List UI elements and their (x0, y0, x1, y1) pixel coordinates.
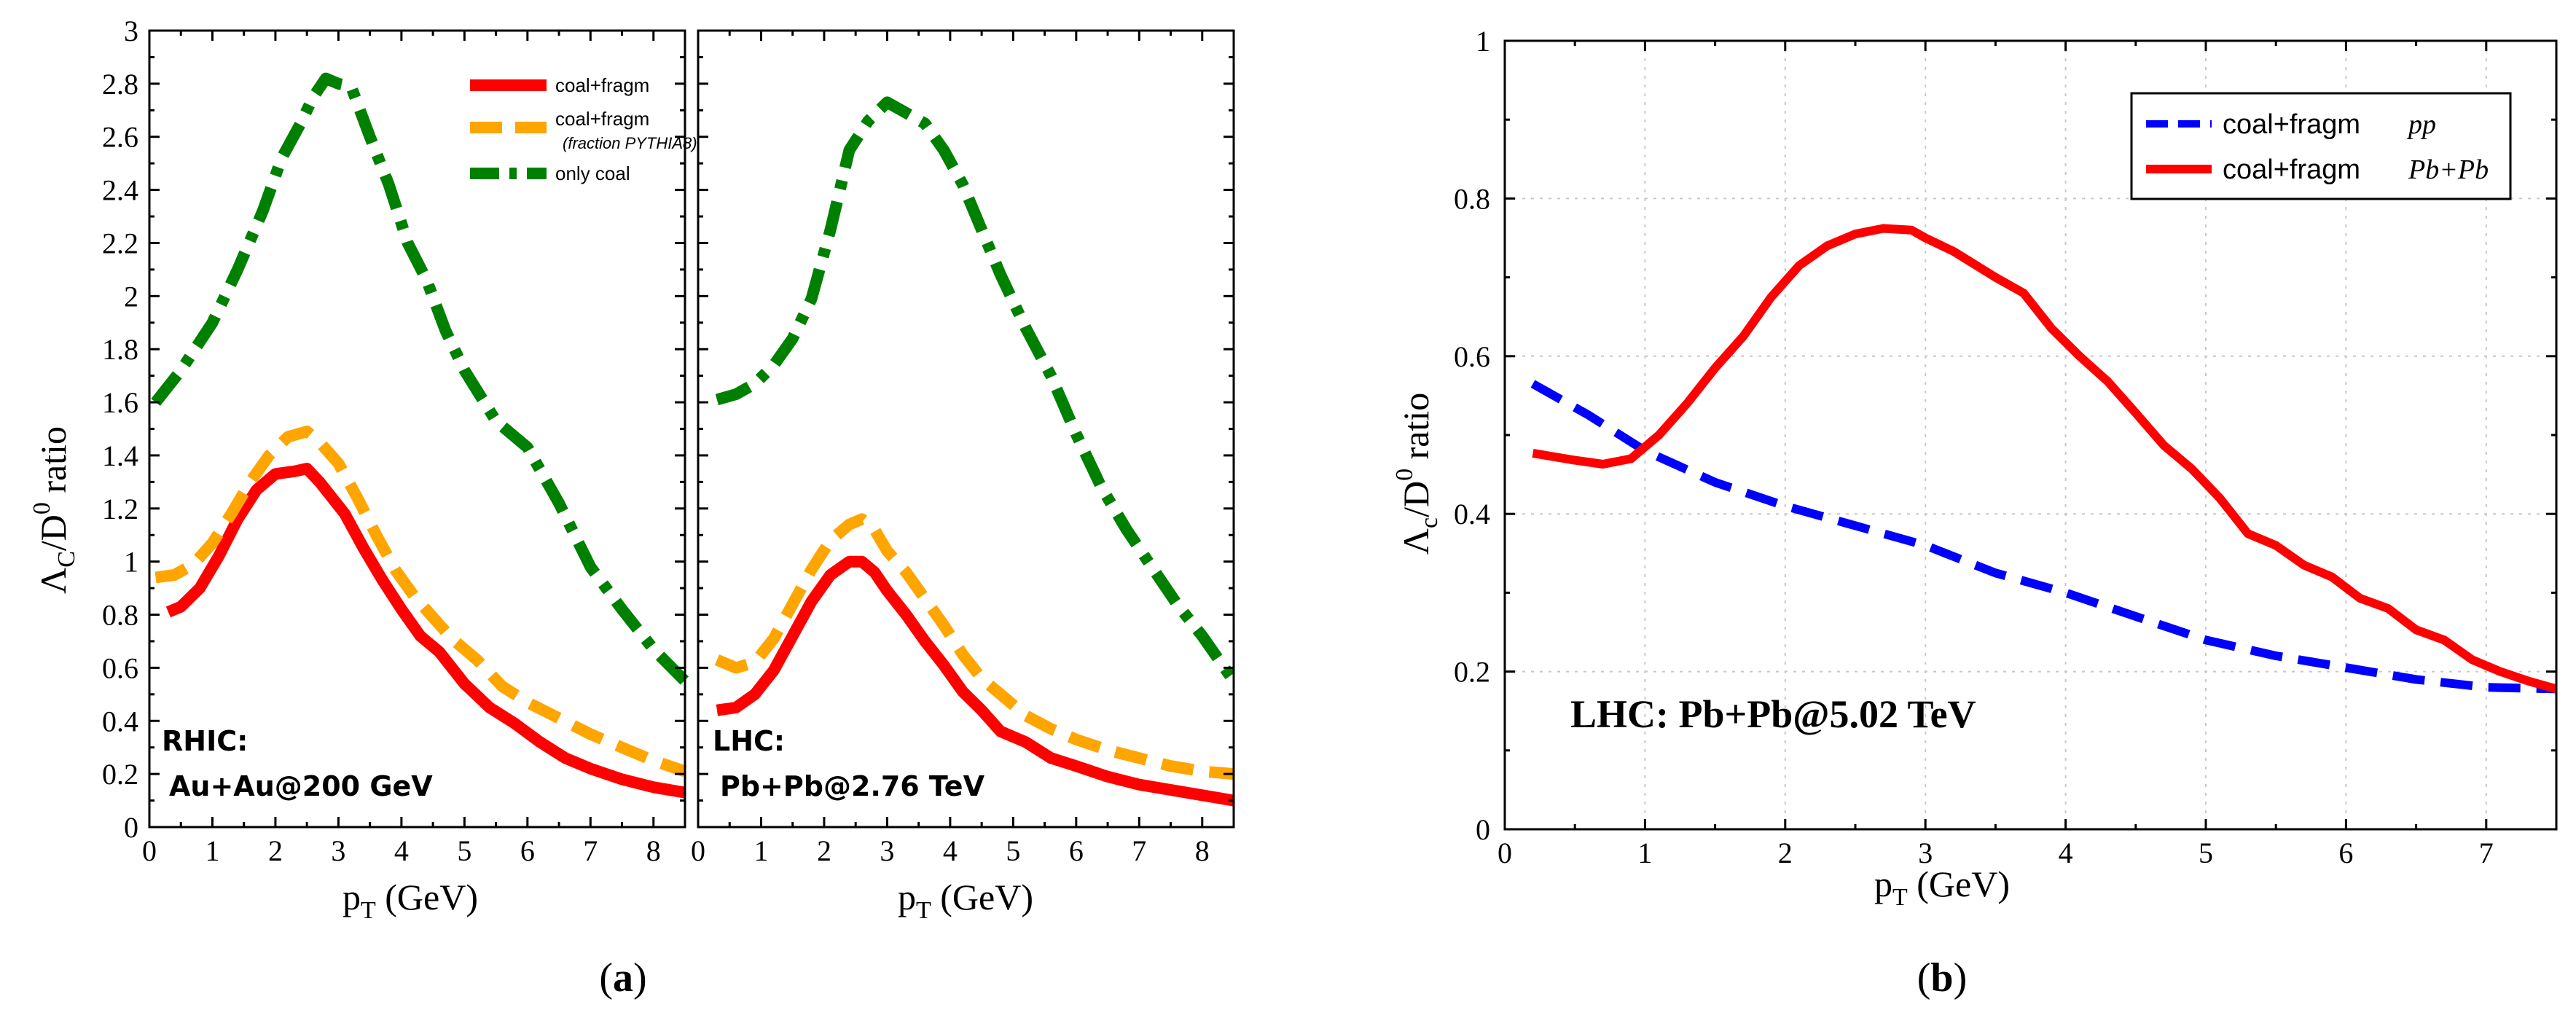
y-tick-label: 1.6 (102, 386, 138, 419)
y-tick-label: 2.2 (102, 227, 138, 259)
legend-sys-pbpb: Pb+Pb (2408, 154, 2489, 185)
x-tick-label: 8 (1195, 834, 1210, 867)
legend-label-coal-fragm: coal+fragm (555, 74, 649, 96)
y-tick-label: 0.4 (102, 705, 138, 737)
y-tick-label: 0.4 (1454, 498, 1490, 530)
x-tick-label: 3 (331, 834, 345, 867)
x-tick-label: 6 (1069, 834, 1084, 867)
x-tick-label: 7 (2479, 837, 2494, 869)
plot-frame (697, 29, 1235, 829)
plot-a-lhc: 0 1 2 3 4 5 6 7 8 LHC: Pb+Pb@2.76 TeV (691, 29, 1239, 867)
x-tick-label: 0 (691, 834, 705, 867)
annotation-rhic-line1: RHIC: (162, 725, 248, 757)
series-only-coal (715, 96, 1239, 685)
x-tick-label: 6 (2338, 837, 2353, 869)
xlabel-b: pT (GeV) (1874, 864, 2010, 911)
x-tick-label: 3 (1918, 837, 1933, 869)
y-tick-label: 0 (1476, 813, 1490, 846)
x-tick-label: 5 (457, 834, 471, 867)
caption-a: (a) (599, 955, 646, 1001)
legend-box (2130, 92, 2512, 200)
annotation-lhc-line1: LHC: (713, 725, 785, 757)
series-coal-fragm (165, 463, 686, 799)
y-tick-label: 1 (1476, 25, 1490, 58)
y-tick-label: 2.8 (102, 68, 138, 101)
legend-sublabel-pythia: (fraction PYTHIA8) (563, 134, 697, 152)
y-tick-label: 1.2 (102, 493, 138, 525)
ylabel-a: ΛC/D0 ratio (28, 426, 80, 594)
y-tick-label: 2.6 (102, 121, 138, 154)
x-tick-label: 2 (817, 834, 831, 867)
series-coal-fragm-pp (1530, 380, 2557, 694)
series-coal-fragm-fraction-pythia8- (154, 426, 687, 778)
x-tick-label: 5 (1006, 834, 1020, 867)
y-tick-label: 2 (124, 280, 138, 313)
x-tick-label: 7 (583, 834, 598, 867)
legend-sys-pp: pp (2406, 109, 2436, 140)
y-tick-label: 0.6 (102, 651, 138, 684)
y-tick-label: 0.2 (102, 758, 138, 791)
series-coal-fragm-pb-pb (1532, 224, 2558, 694)
x-tick-label: 4 (394, 834, 409, 867)
x-tick-label: 1 (205, 834, 219, 867)
x-tick-label: 6 (520, 834, 535, 867)
y-tick-label: 2.4 (102, 174, 138, 207)
legend-label-pbpb: coal+fragm (2223, 154, 2360, 185)
y-tick-label: 0.2 (1454, 656, 1490, 689)
y-tick-label: 0.8 (1454, 182, 1490, 215)
series-only-coal (151, 72, 689, 686)
x-tick-label: 0 (1498, 837, 1512, 869)
legend-label-pp: coal+fragm (2223, 109, 2360, 140)
y-tick-label: 0.8 (102, 599, 138, 632)
x-tick-label: 3 (880, 834, 894, 867)
annotation-rhic-line2: Au+Au@200 GeV (169, 770, 433, 802)
x-tick-label: 8 (646, 834, 661, 867)
y-tick-label: 3 (124, 15, 138, 47)
x-tick-label: 0 (142, 834, 157, 867)
plot-a-rhic: 0 1 2 3 4 5 6 7 8 0 0.2 0.4 0.6 0.8 1 1.2 1.4 1.6 1.8 2 2.2 2… (102, 15, 697, 867)
annotation-lhc-502: LHC: Pb+Pb@5.02 TeV (1570, 692, 1976, 736)
caption-b: (b) (1917, 955, 1967, 1001)
series-coal-fragm-fraction-pythia8- (714, 513, 1234, 780)
x-tick-label: 4 (943, 834, 958, 867)
x-tick-label: 4 (2059, 837, 2073, 869)
y-tick-label: 0.6 (1454, 340, 1490, 373)
xlabel-a-right: pT (GeV) (898, 877, 1033, 924)
x-tick-label: 1 (753, 834, 768, 867)
x-tick-label: 5 (2199, 837, 2213, 869)
plot-b-lhc: 0 1 2 3 4 5 6 7 0 0.2 0.4 0.6 0.8 1 LHC: Pb+Pb@5.02 Te… (1454, 25, 2558, 869)
y-tick-label: 1.4 (102, 439, 138, 472)
y-tick-label: 0 (124, 811, 138, 844)
y-tick-label: 1.8 (102, 333, 138, 366)
series-coal-fragm (716, 555, 1235, 807)
x-tick-label: 7 (1132, 834, 1146, 867)
legend-label-only-coal: only coal (555, 163, 630, 184)
annotation-lhc-line2: Pb+Pb@2.76 TeV (720, 770, 985, 802)
x-tick-label: 2 (268, 834, 283, 867)
x-tick-label: 1 (1637, 837, 1652, 869)
y-tick-label: 1 (124, 546, 138, 579)
x-tick-label: 2 (1778, 837, 1793, 869)
ylabel-b: Λc/D0 ratio (1391, 393, 1443, 555)
xlabel-a-left: pT (GeV) (342, 877, 478, 924)
legend-label-coal-fragm-pythia: coal+fragm (555, 108, 649, 130)
